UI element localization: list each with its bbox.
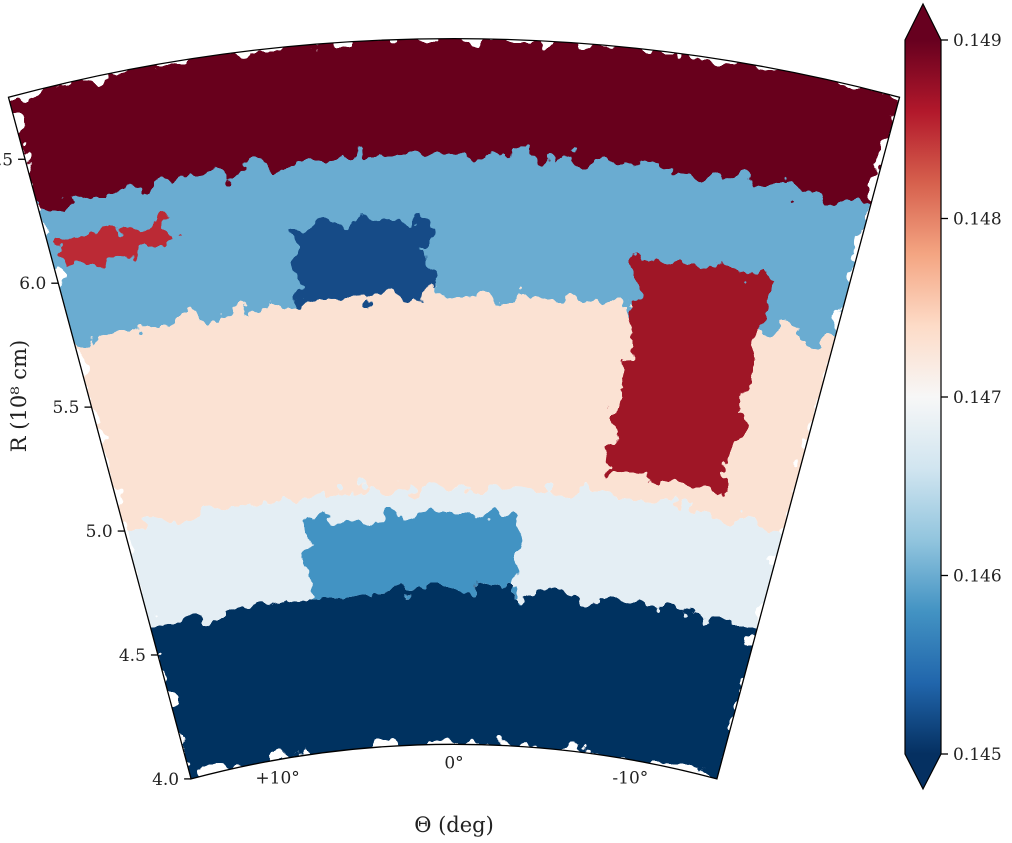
colorbar-tick-label-1: 0.146 bbox=[953, 567, 1002, 587]
colorbar: 0.145 0.146 0.147 0.148 0.149 bbox=[904, 2, 1002, 791]
r-tick-label-4: 6.0 bbox=[19, 274, 46, 294]
field-region-7 bbox=[302, 513, 520, 600]
colorbar-tick-label-2: 0.147 bbox=[953, 388, 1002, 408]
r-tick-label-0: 4.0 bbox=[152, 770, 179, 790]
x-axis-label: Θ (deg) bbox=[414, 813, 494, 837]
r-tick-label-2: 5.0 bbox=[86, 522, 113, 542]
theta-tick-label-2: -10° bbox=[612, 769, 648, 789]
r-tick-label-1: 4.5 bbox=[119, 646, 146, 666]
field-region-5 bbox=[292, 218, 429, 304]
field-region-6 bbox=[612, 255, 770, 491]
theta-tick-label-0: +10° bbox=[255, 769, 299, 789]
r-axis: 4.0 4.5 5.0 5.5 6.0 6.5 bbox=[0, 150, 192, 790]
plot-area bbox=[7, 38, 901, 780]
colorbar-bottom-extension bbox=[905, 754, 941, 789]
colorbar-tick-label-0: 0.145 bbox=[953, 745, 1002, 765]
plot-frame bbox=[7, 38, 901, 780]
colorbar-top-extension bbox=[905, 4, 941, 40]
colorbar-tick-label-4: 0.149 bbox=[953, 31, 1002, 51]
theta-axis: +10° 0° -10° bbox=[255, 753, 648, 788]
field-region-8 bbox=[61, 218, 174, 268]
colorbar-ticks: 0.145 0.146 0.147 0.148 0.149 bbox=[941, 31, 1002, 765]
r-tick-label-3: 5.5 bbox=[52, 398, 79, 418]
theta-tick-label-1: 0° bbox=[444, 753, 463, 773]
heatmap-field bbox=[8, 38, 900, 779]
colorbar-body bbox=[905, 40, 941, 754]
field-region-4 bbox=[151, 590, 757, 779]
colorbar-tick-label-3: 0.148 bbox=[953, 210, 1002, 230]
r-tick-label-5: 6.5 bbox=[0, 150, 13, 170]
y-axis-label: R (10⁸ cm) bbox=[7, 340, 31, 452]
